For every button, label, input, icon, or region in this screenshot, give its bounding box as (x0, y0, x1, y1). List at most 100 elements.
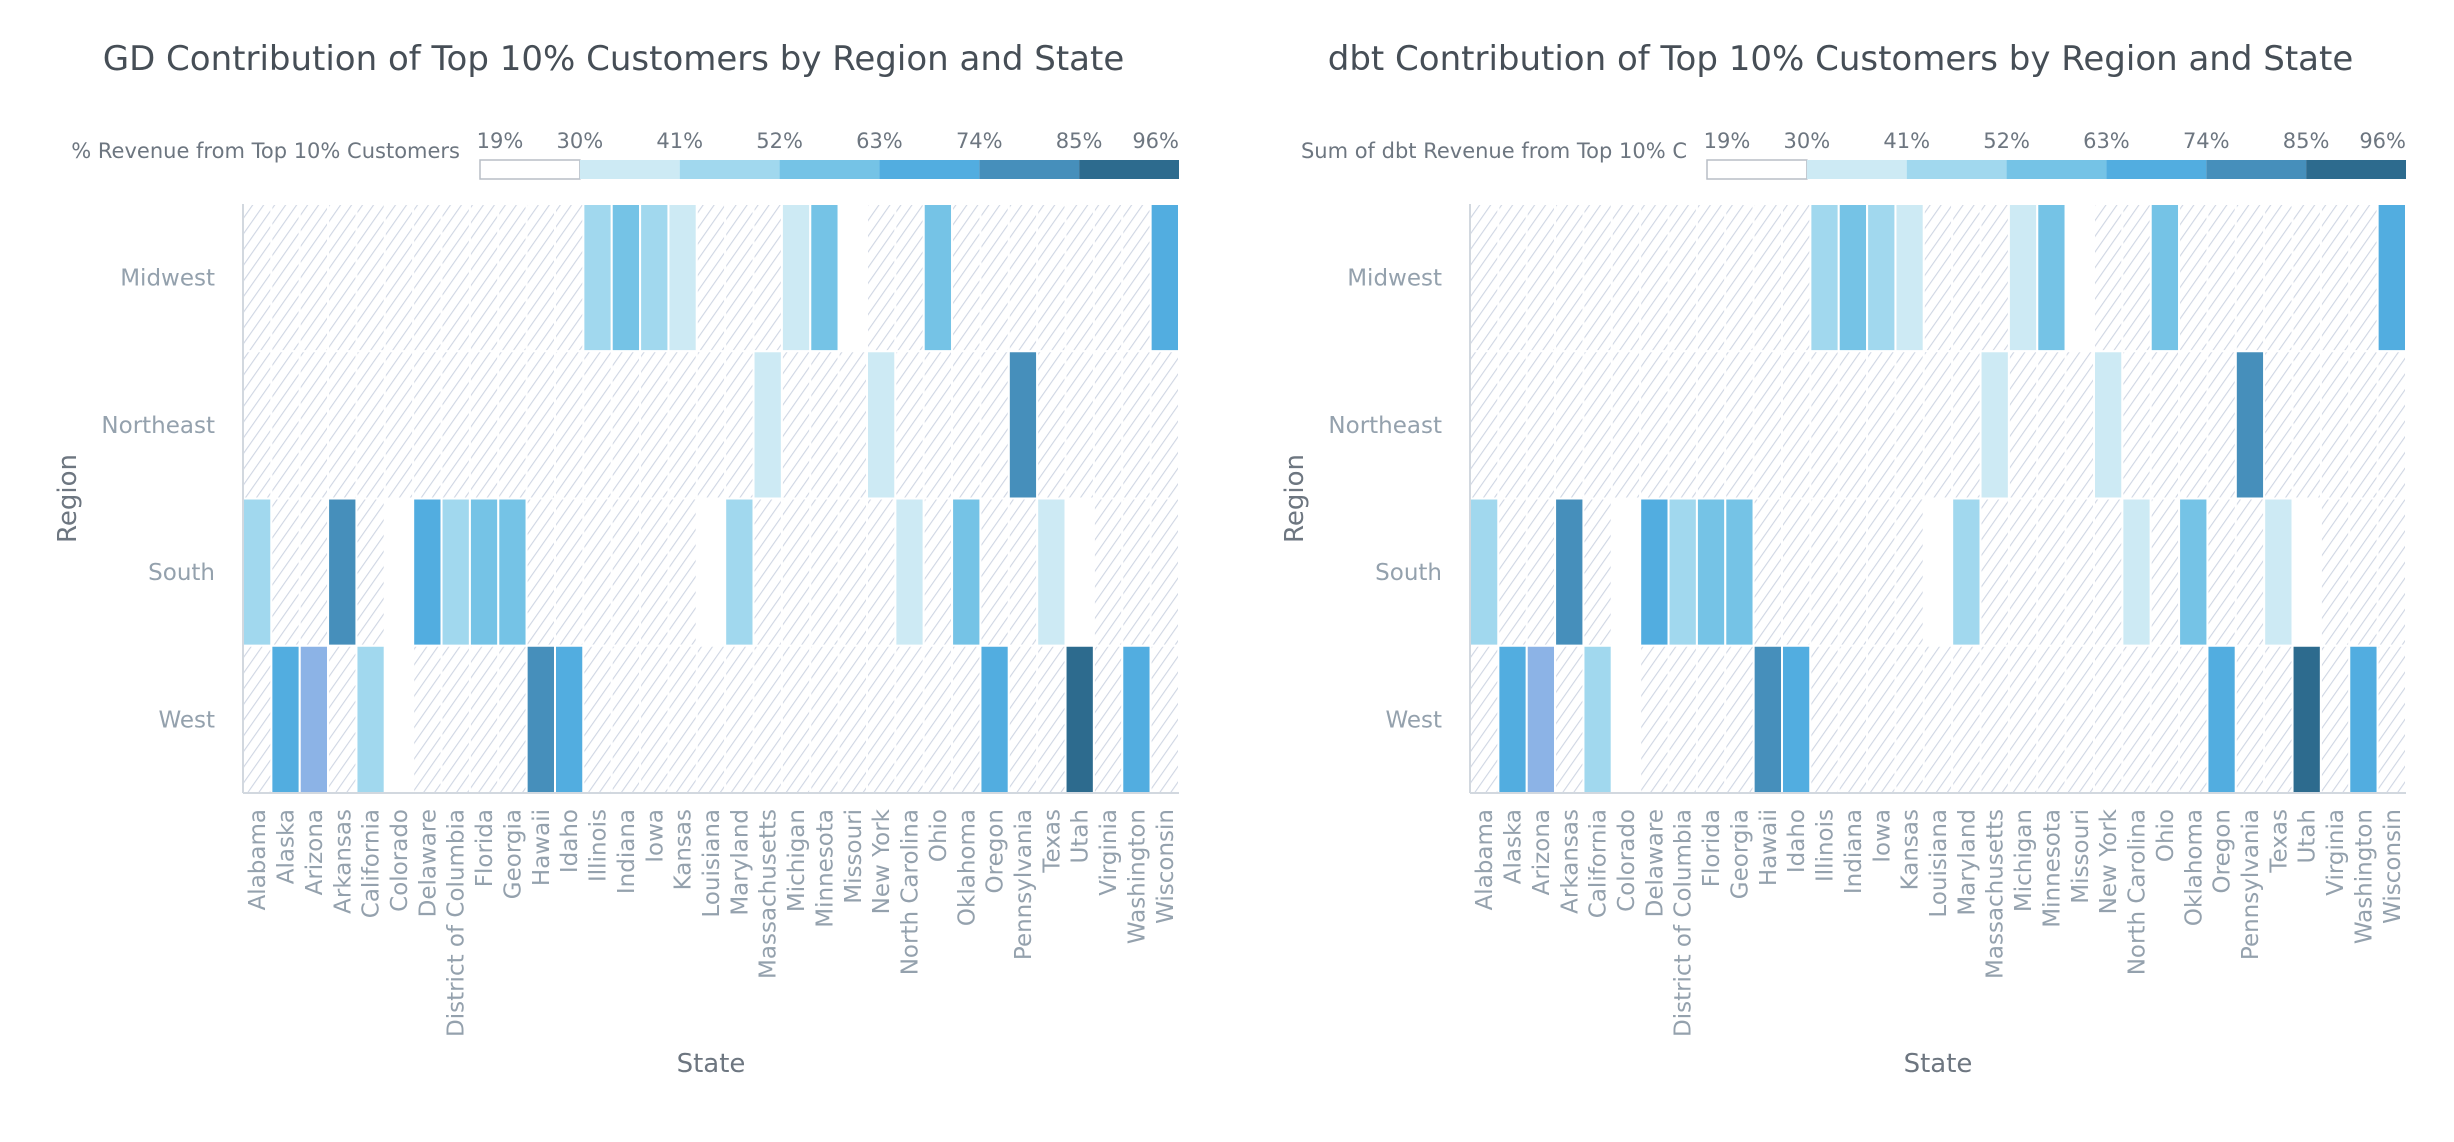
x-axis-title: State (1904, 1049, 1973, 1079)
heatmap-cell-west-california (1582, 644, 1613, 794)
heatmap-cell-northeast-michigan (780, 350, 812, 500)
heatmap-cell-midwest-arkansas (1554, 203, 1585, 353)
legend-swatch (979, 160, 1080, 179)
heatmap-cell-northeast-indiana (610, 350, 642, 500)
heatmap-cell-northeast-delaware (1639, 350, 1670, 500)
x-tick-label-illinois: Illinois (586, 809, 612, 882)
heatmap-cell-west-virginia (1092, 644, 1124, 794)
heatmap-cell-south-maryland (724, 497, 755, 647)
heatmap-cell-west-oklahoma (951, 644, 982, 794)
heatmap-cell-west-wisconsin (2376, 644, 2407, 794)
heatmap-cell-northeast-georgia (1724, 350, 1755, 500)
heatmap-cell-northeast-arkansas (1554, 350, 1585, 500)
heatmap-cell-west-colorado (383, 644, 415, 794)
heatmap-cell-midwest-louisiana (695, 203, 727, 353)
heatmap-cell-south-oregon (2206, 497, 2237, 647)
heatmap-cell-west-north-carolina (894, 644, 925, 794)
heatmap-cell-west-michigan (2007, 644, 2039, 794)
heatmap-cell-west-new-york (866, 644, 897, 794)
heatmap-cell-midwest-new-york (2093, 203, 2124, 353)
heatmap-cell-northeast-iowa (1866, 350, 1897, 500)
heatmap-cell-northeast-massachusetts (1979, 350, 2010, 500)
heatmap-cell-midwest-oregon (2206, 203, 2237, 353)
heatmap-cell-northeast-minnesota (2036, 350, 2067, 500)
legend-tick-label: 74% (956, 129, 1003, 153)
x-tick-label-district-of-columbia: District of Columbia (1671, 809, 1697, 1037)
heatmap-cell-midwest-iowa (639, 203, 670, 353)
heatmap-cell-west-oregon (979, 644, 1010, 794)
heatmap-cell-midwest-wisconsin (2376, 203, 2407, 353)
heatmap-cell-south-missouri (2064, 497, 2095, 647)
heatmap-cell-midwest-oklahoma (2178, 203, 2209, 353)
heatmap-cell-west-ohio (2149, 644, 2181, 794)
heatmap-cell-south-colorado (1610, 497, 1642, 647)
heatmap-cell-south-arizona (298, 497, 330, 647)
heatmap-cell-west-missouri (837, 644, 868, 794)
x-tick-label-pennsylvania: Pennsylvania (1011, 809, 1037, 960)
heatmap-cell-northeast-massachusetts (752, 350, 783, 500)
heatmap-cell-south-pennsylvania (1007, 497, 1039, 647)
heatmap-cell-midwest-illinois (582, 203, 613, 353)
heatmap-cell-west-iowa (639, 644, 670, 794)
heatmap-cell-midwest-alaska (270, 203, 301, 353)
chart-panel-gd: GD Contribution of Top 10% Customers by … (53, 39, 1180, 1079)
x-tick-label-delaware: Delaware (1642, 809, 1668, 917)
heatmap-cell-northeast-virginia (2319, 350, 2351, 500)
x-tick-label-michigan: Michigan (2011, 809, 2037, 912)
legend-swatch (479, 159, 581, 180)
heatmap-cell-south-new-york (2093, 497, 2124, 647)
x-tick-label-california: California (359, 809, 385, 918)
heatmap-cell-west-texas (1036, 644, 1067, 794)
heatmap-cell-west-arizona (298, 644, 330, 794)
heatmap-cell-northeast-idaho (554, 350, 585, 500)
heatmap-cell-northeast-district-of-columbia (440, 350, 471, 500)
heatmap-cell-midwest-michigan (2007, 203, 2039, 353)
x-tick-label-kansas: Kansas (1898, 809, 1924, 890)
heatmap-cell-midwest-alaska (1497, 203, 1528, 353)
heatmap-cell-northeast-louisiana (695, 350, 727, 500)
heatmap-cell-northeast-missouri (837, 350, 868, 500)
x-tick-label-iowa: Iowa (642, 809, 668, 863)
heatmap-cell-west-georgia (1724, 644, 1755, 794)
heatmap-cell-south-pennsylvania (2234, 497, 2266, 647)
heatmap-cell-midwest-utah (2291, 203, 2322, 353)
heatmap-cell-northeast-north-carolina (894, 350, 925, 500)
heatmap-cell-west-minnesota (809, 644, 840, 794)
heatmap-cell-south-alaska (270, 497, 301, 647)
y-tick-label-northeast: Northeast (101, 413, 215, 439)
x-tick-label-washington: Washington (1124, 809, 1150, 944)
x-tick-label-georgia: Georgia (1727, 809, 1753, 899)
heatmap-cell-south-washington (1121, 497, 1152, 647)
x-tick-label-alaska: Alaska (274, 809, 300, 884)
heatmap-cell-northeast-ohio (2149, 350, 2181, 500)
x-tick-label-ohio: Ohio (2153, 809, 2179, 862)
legend-tick-label: 19% (477, 129, 524, 153)
heatmap-cell-west-iowa (1866, 644, 1897, 794)
x-tick-label-massachusetts: Massachusetts (756, 809, 782, 979)
heatmap-cell-west-massachusetts (752, 644, 783, 794)
heatmap-cell-midwest-new-york (866, 203, 897, 353)
heatmap-cell-west-alabama (242, 644, 273, 794)
heatmap-cell-northeast-delaware (412, 350, 443, 500)
heatmap-cell-west-massachusetts (1979, 644, 2010, 794)
heatmap-cell-northeast-alabama (1469, 350, 1500, 500)
heatmap-cell-midwest-minnesota (809, 203, 840, 353)
heatmap-cell-midwest-hawaii (1752, 203, 1783, 353)
heatmap-cell-midwest-indiana (1837, 203, 1869, 353)
legend-title: Sum of dbt Revenue from Top 10% C (1301, 139, 1687, 163)
heatmap-cell-northeast-wisconsin (2376, 350, 2407, 500)
heatmap-cell-midwest-wisconsin (1149, 203, 1180, 353)
x-tick-label-north-carolina: North Carolina (898, 809, 924, 975)
heatmap-cell-south-massachusetts (752, 497, 783, 647)
chart-title: dbt Contribution of Top 10% Customers by… (1328, 39, 2354, 79)
legend-tick-label: 41% (656, 129, 703, 153)
heatmap-cell-south-california (1582, 497, 1613, 647)
y-tick-label-south: South (148, 560, 215, 586)
heatmap-cell-west-hawaii (1752, 644, 1783, 794)
x-tick-label-delaware: Delaware (415, 809, 441, 917)
x-tick-label-wisconsin: Wisconsin (1153, 809, 1179, 924)
chart-panel-dbt: dbt Contribution of Top 10% Customers by… (1227, 0, 2454, 1142)
legend-swatch (1806, 160, 1907, 179)
y-tick-label-northeast: Northeast (1328, 413, 1442, 439)
